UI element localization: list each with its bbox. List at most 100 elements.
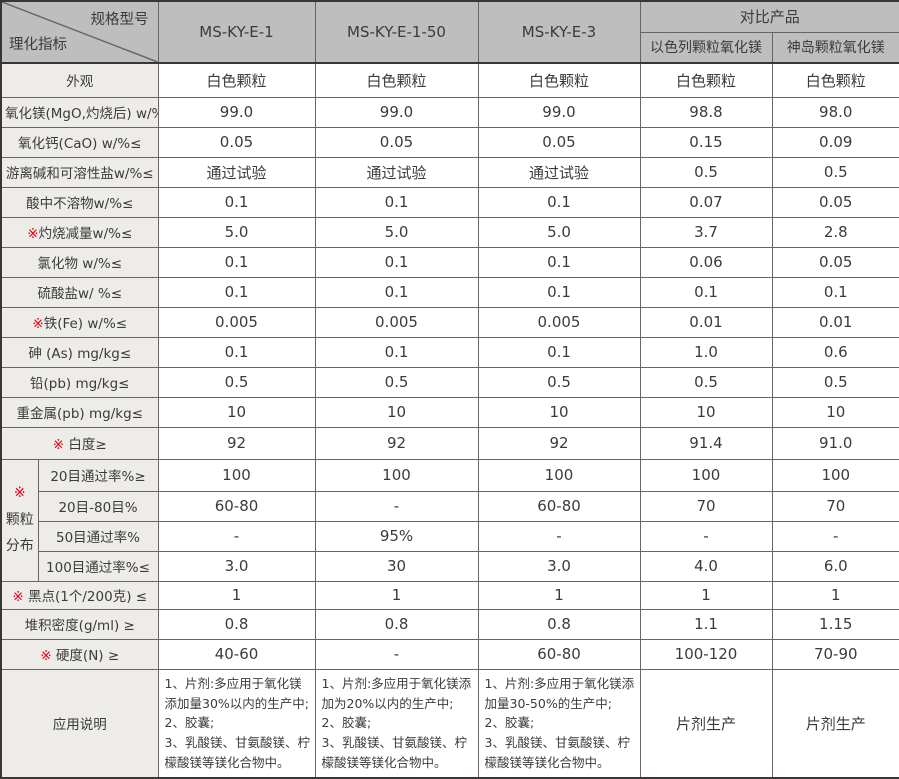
table-row: ※ 硬度(N) ≥40-60-60-80 100-120 70-90 [0, 638, 899, 670]
required-mark: ※ [32, 316, 44, 332]
row-label: ※灼烧减量w/%≤ [0, 216, 159, 248]
cell-value: 0.1 [314, 246, 479, 278]
cell-value: 0.1 [639, 276, 773, 308]
cell-value: 0.1 [771, 276, 899, 308]
table-row: 氯化物 w/%≤ 0.1 0.1 0.1 0.06 0.05 [0, 246, 899, 278]
cell-value: 0.5 [639, 156, 773, 188]
cell-value: 60-80 [477, 638, 641, 670]
corner-label-physchem-index: 理化指标 [9, 37, 67, 53]
table-row: 氧化镁(MgO,灼烧后) w/%≥99.099.099.098.898.0 [0, 96, 899, 128]
row-label: 氧化镁(MgO,灼烧后) w/%≥ [0, 96, 159, 128]
table-row: ※ 白度≥ 92 92 92 91.4 91.0 [0, 426, 899, 460]
cell-value: 70 [639, 490, 773, 522]
cell-value: 0.01 [639, 306, 773, 338]
cell-value: 100 [157, 458, 316, 492]
header-row-2: 以色列颗粒氧化镁 神岛颗粒氧化镁 [1, 31, 899, 64]
cell-value: 1、片剂:多应用于氧化镁添加量30-50%的生产中; 2、胶囊; 3、乳酸镁、甘… [477, 668, 641, 779]
cell-value: 100-120 [639, 638, 773, 670]
row-label: 堆积密度(g/ml) ≥ [0, 608, 159, 640]
row-label: 砷 (As) mg/kg≤ [0, 336, 159, 368]
cell-value: 0.05 [771, 246, 899, 278]
row-label: 氯化物 w/%≤ [0, 246, 159, 278]
cell-value: 70-90 [771, 638, 899, 670]
cell-value: 92 [477, 426, 641, 460]
row-sublabel: 20目-80目% [37, 490, 159, 522]
table-row: ※灼烧减量w/%≤ 5.0 5.0 5.0 3.7 2.8 [0, 216, 899, 248]
cell-value: 0.1 [157, 276, 316, 308]
cell-value: 99.0 [314, 96, 479, 128]
cell-value: 99.0 [477, 96, 641, 128]
cell-value: 0.8 [477, 608, 641, 640]
required-mark: ※ [40, 648, 52, 664]
row-label: 硫酸盐w/ %≤ [0, 276, 159, 308]
table-row: 硫酸盐w/ %≤ 0.1 0.1 0.1 0.1 0.1 [0, 276, 899, 308]
cell-value: 60-80 [157, 490, 316, 522]
cell-value: 0.1 [157, 246, 316, 278]
cell-value: 1 [314, 580, 479, 610]
row-sublabel: 50目通过率% [37, 520, 159, 552]
row-label: 游离碱和可溶性盐w/%≤ [0, 156, 159, 188]
column-header-product-2: MS-KY-E-1-50 [314, 0, 479, 64]
cell-value: 0.5 [771, 366, 899, 398]
cell-value: 片剂生产 [639, 668, 773, 779]
cell-value: 0.15 [639, 126, 773, 158]
cell-value: 0.1 [314, 276, 479, 308]
table-row: 20目-80目% 60-80-60-80 70 70 [1, 490, 899, 522]
cell-value: 1、片剂:多应用于氧化镁添加量30%以内的生产中; 2、胶囊; 3、乳酸镁、甘氨… [157, 668, 316, 779]
cell-value: 0.05 [314, 126, 479, 158]
cell-value: 0.1 [477, 246, 641, 278]
cell-value: 3.0 [477, 550, 641, 582]
table-row: 重金属(pb) mg/kg≤ 10 10 10 10 10 [0, 396, 899, 428]
cell-value: 1 [771, 580, 899, 610]
cell-value: 5.0 [157, 216, 316, 248]
cell-value: 0.1 [157, 336, 316, 368]
cell-value: 白色颗粒 [477, 62, 641, 98]
cell-value: 60-80 [477, 490, 641, 522]
cell-value: 4.0 [639, 550, 773, 582]
cell-value: 100 [639, 458, 773, 492]
table-row: 酸中不溶物w/%≤ 0.1 0.1 0.1 0.07 0.05 [0, 186, 899, 218]
cell-value: 0.5 [157, 366, 316, 398]
row-label: ※ 白度≥ [0, 426, 159, 460]
cell-value: 91.0 [771, 426, 899, 460]
row-label: ※ 黑点(1个/200克) ≤ [0, 580, 159, 610]
cell-value: 100 [477, 458, 641, 492]
cell-value: 5.0 [477, 216, 641, 248]
cell-value: 0.05 [157, 126, 316, 158]
required-mark: ※ [13, 485, 26, 502]
row-label: 应用说明 [0, 668, 159, 779]
required-mark: ※ [52, 437, 65, 453]
table-row: ※ 黑点(1个/200克) ≤1 1 1 1 1 [0, 580, 899, 610]
cell-value: - [771, 520, 899, 552]
cell-value: 0.07 [639, 186, 773, 218]
cell-value: 0.09 [771, 126, 899, 158]
cell-value: - [314, 638, 479, 670]
cell-value: 0.5 [639, 366, 773, 398]
table-row: 50目通过率% -95% - - - [1, 520, 899, 552]
cell-value: 白色颗粒 [314, 62, 479, 98]
row-label: 氧化钙(CaO) w/%≤ [0, 126, 159, 158]
cell-value: - [639, 520, 773, 552]
row-group-label: ※ 颗粒 分布 [0, 458, 39, 582]
cell-value: 10 [477, 396, 641, 428]
cell-value: 1 [477, 580, 641, 610]
cell-value: 0.1 [157, 186, 316, 218]
cell-value: 0.8 [157, 608, 316, 640]
cell-value: 0.1 [314, 336, 479, 368]
cell-value: 10 [771, 396, 899, 428]
cell-value: 2.8 [771, 216, 899, 248]
cell-value: 白色颗粒 [771, 62, 899, 98]
row-sublabel: 20目通过率%≥ [37, 458, 159, 492]
cell-value: 0.005 [314, 306, 479, 338]
header-row-1: 规格型号 理化指标 MS-KY-E-1 MS-KY-E-1-50 MS-KY-E… [0, 0, 899, 64]
cell-value: 6.0 [771, 550, 899, 582]
cell-value: 92 [157, 426, 316, 460]
cell-value: 通过试验 [157, 156, 316, 188]
diagonal-divider-icon [2, 2, 158, 62]
row-label: 外观 [0, 62, 159, 98]
cell-value: 1.15 [771, 608, 899, 640]
table-row: 外观 白色颗粒 白色颗粒 白色颗粒 白色颗粒 白色颗粒 [0, 62, 899, 98]
cell-value: 0.01 [771, 306, 899, 338]
